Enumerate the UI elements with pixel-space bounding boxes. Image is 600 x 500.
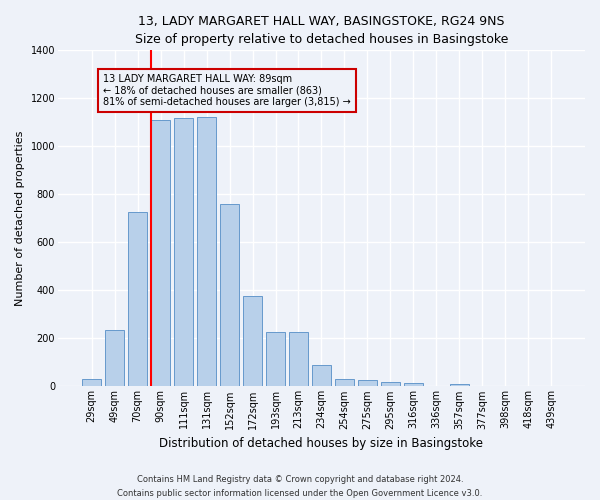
Bar xyxy=(105,330,124,386)
Bar xyxy=(358,380,377,386)
Bar xyxy=(380,382,400,386)
Bar xyxy=(243,296,262,386)
Text: Contains HM Land Registry data © Crown copyright and database right 2024.
Contai: Contains HM Land Registry data © Crown c… xyxy=(118,476,482,498)
Bar xyxy=(404,383,423,386)
Bar xyxy=(266,332,285,386)
X-axis label: Distribution of detached houses by size in Basingstoke: Distribution of detached houses by size … xyxy=(160,437,484,450)
Bar xyxy=(335,379,354,386)
Bar xyxy=(289,332,308,386)
Bar xyxy=(220,204,239,386)
Bar xyxy=(128,212,148,386)
Bar xyxy=(174,118,193,386)
Bar xyxy=(151,120,170,386)
Bar xyxy=(82,379,101,386)
Bar xyxy=(197,117,217,386)
Bar xyxy=(312,365,331,386)
Title: 13, LADY MARGARET HALL WAY, BASINGSTOKE, RG24 9NS
Size of property relative to d: 13, LADY MARGARET HALL WAY, BASINGSTOKE,… xyxy=(135,15,508,46)
Bar xyxy=(449,384,469,386)
Y-axis label: Number of detached properties: Number of detached properties xyxy=(15,130,25,306)
Text: 13 LADY MARGARET HALL WAY: 89sqm
← 18% of detached houses are smaller (863)
81% : 13 LADY MARGARET HALL WAY: 89sqm ← 18% o… xyxy=(103,74,351,107)
